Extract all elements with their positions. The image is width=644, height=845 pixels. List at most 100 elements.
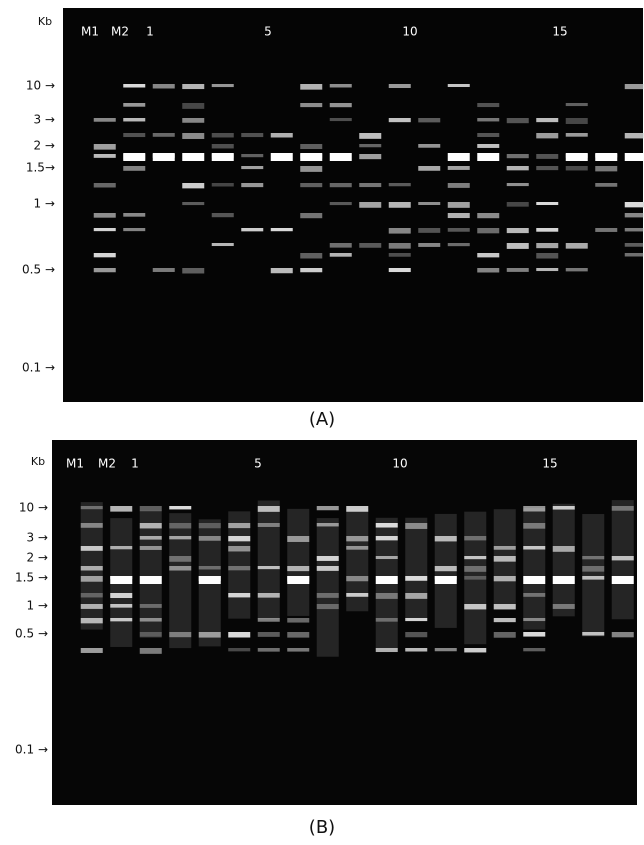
band: [329, 183, 352, 188]
smear: [80, 502, 103, 630]
band: [257, 648, 280, 652]
band: [80, 618, 103, 624]
band: [552, 604, 575, 609]
band: [182, 268, 205, 274]
smear: [405, 517, 428, 620]
band: [506, 154, 529, 159]
band: [139, 546, 162, 550]
band: [139, 618, 162, 622]
band: [493, 604, 516, 610]
band: [110, 593, 133, 598]
lane-label: M2: [111, 25, 129, 39]
band: [80, 523, 103, 528]
band: [493, 556, 516, 562]
band: [595, 228, 618, 232]
band: [359, 144, 382, 148]
size-marker: 10 →: [19, 501, 48, 515]
band: [582, 556, 605, 560]
band: [477, 118, 500, 122]
band: [418, 118, 441, 123]
bands-a: [93, 84, 644, 274]
band: [198, 632, 221, 638]
band: [506, 228, 529, 234]
band: [152, 153, 175, 161]
band: [257, 523, 280, 527]
band: [93, 268, 116, 273]
smear: [139, 510, 162, 638]
lane-label: 15: [552, 25, 567, 39]
band: [257, 632, 280, 637]
band: [228, 523, 251, 529]
unit-label: Kb: [31, 455, 45, 468]
band: [300, 213, 323, 219]
band: [228, 566, 251, 571]
band: [624, 153, 644, 161]
band: [506, 118, 529, 124]
band: [80, 576, 103, 582]
band: [228, 546, 251, 552]
band: [375, 523, 398, 528]
band: [418, 228, 441, 233]
size-marker: 2 →: [26, 551, 48, 565]
band: [139, 648, 162, 654]
band: [139, 523, 162, 529]
band: [447, 183, 470, 188]
band: [110, 576, 133, 584]
band: [80, 506, 103, 510]
band: [477, 228, 500, 234]
band: [405, 576, 428, 581]
band: [375, 618, 398, 622]
band: [241, 154, 264, 158]
band: [93, 253, 116, 258]
band: [624, 228, 644, 232]
band: [139, 576, 162, 584]
band: [93, 144, 116, 150]
size-marker: 1 →: [26, 599, 48, 613]
band: [123, 133, 146, 138]
band: [329, 253, 352, 257]
band: [388, 118, 411, 123]
band: [359, 202, 382, 208]
band: [523, 506, 546, 512]
band: [536, 118, 559, 123]
band: [300, 153, 323, 161]
band: [257, 618, 280, 622]
band: [552, 506, 575, 510]
band: [418, 202, 441, 206]
band: [198, 576, 221, 584]
band: [182, 84, 205, 90]
lane-label: 5: [254, 457, 262, 471]
band: [346, 576, 369, 582]
band: [123, 103, 146, 107]
band: [169, 506, 192, 510]
band: [434, 566, 457, 572]
band: [405, 618, 428, 622]
band: [447, 202, 470, 208]
band: [182, 133, 205, 139]
band: [329, 202, 352, 206]
band: [346, 506, 369, 512]
band: [198, 536, 221, 541]
band: [624, 133, 644, 139]
band: [241, 166, 264, 170]
band: [624, 202, 644, 208]
size-marker: 0.1 →: [15, 743, 48, 757]
band: [300, 166, 323, 172]
band: [523, 648, 546, 652]
band: [624, 253, 644, 257]
lane-label: M2: [98, 457, 116, 471]
band: [80, 566, 103, 571]
band: [464, 648, 487, 653]
band: [523, 632, 546, 637]
band: [93, 228, 116, 232]
band: [93, 213, 116, 218]
band: [375, 593, 398, 599]
bands-b: [80, 500, 634, 657]
band: [241, 228, 264, 232]
size-marker: 3 →: [33, 113, 55, 127]
band: [595, 183, 618, 187]
band: [300, 268, 323, 273]
band: [582, 576, 605, 580]
band: [565, 118, 588, 124]
band: [434, 576, 457, 584]
